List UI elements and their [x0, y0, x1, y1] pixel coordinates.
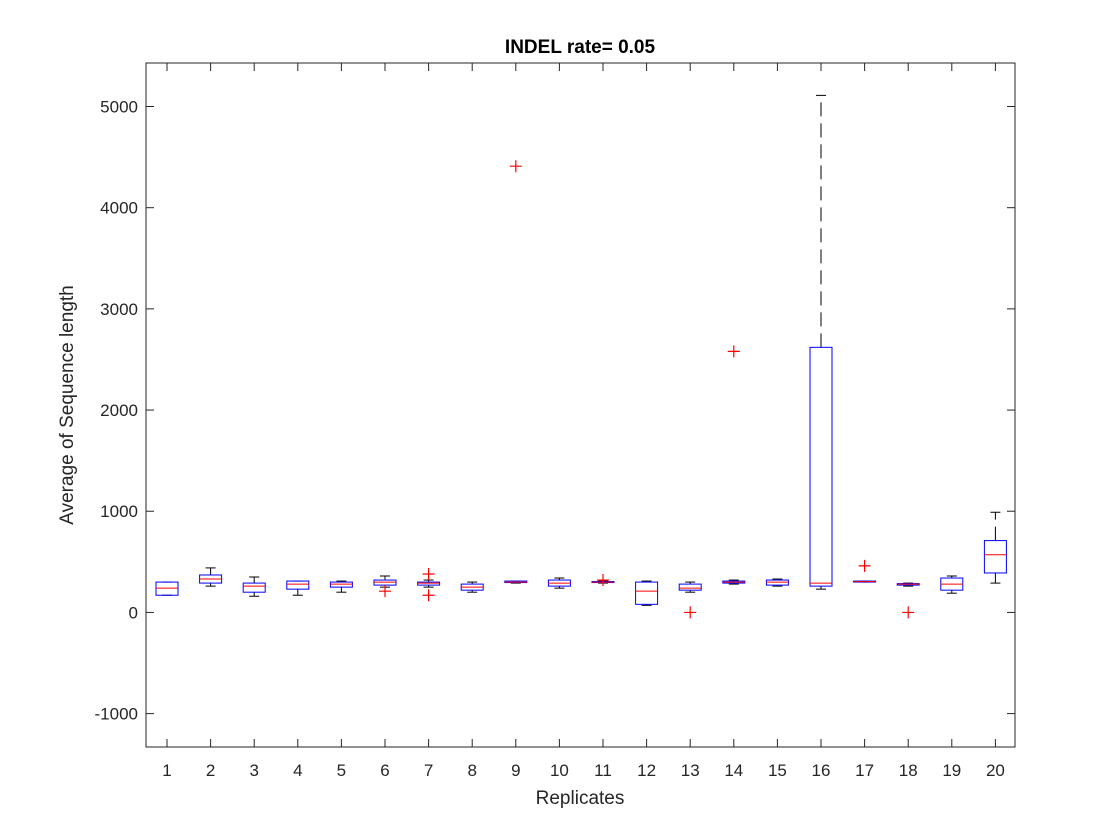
- box-15: [765, 578, 789, 587]
- chart-title: INDEL rate= 0.05: [505, 37, 656, 58]
- outlier-marker: [422, 567, 435, 580]
- box-body: [983, 540, 1007, 574]
- x-tick-label: 6: [380, 761, 389, 780]
- plot-area: [145, 62, 1016, 748]
- x-tick-label: 17: [855, 761, 874, 780]
- box-17: [853, 559, 877, 583]
- box-10: [547, 577, 571, 589]
- x-tick-label: 2: [206, 761, 215, 780]
- box-body: [373, 579, 397, 586]
- box-11: [591, 574, 615, 587]
- box-1: [155, 581, 179, 596]
- box-body: [286, 580, 310, 590]
- box-body: [329, 581, 353, 588]
- box-20: [983, 511, 1007, 584]
- x-tick-label: 15: [768, 761, 787, 780]
- x-tick-label: 14: [724, 761, 743, 780]
- outlier-marker: [727, 345, 740, 358]
- outlier-marker: [597, 574, 609, 587]
- box-18: [896, 582, 920, 619]
- box-7: [417, 567, 441, 602]
- box-body: [809, 346, 833, 587]
- x-tick-label: 4: [293, 761, 302, 780]
- box-13: [678, 581, 702, 619]
- box-body: [417, 581, 441, 586]
- x-tick-label: 1: [162, 761, 171, 780]
- y-tick-label: 5000: [100, 98, 138, 117]
- x-tick-label: 5: [337, 761, 346, 780]
- x-tick-label: 11: [594, 761, 612, 780]
- box-body: [242, 582, 266, 593]
- y-tick-label: 0: [129, 603, 138, 622]
- box-2: [199, 567, 223, 587]
- x-tick-label: 8: [467, 761, 476, 780]
- y-tick-label: 2000: [100, 401, 138, 420]
- box-16: [809, 94, 833, 590]
- x-tick-label: 3: [249, 761, 258, 780]
- y-tick-label: 1000: [100, 502, 138, 521]
- box-5: [329, 580, 353, 593]
- box-6: [373, 575, 397, 598]
- box-4: [286, 580, 310, 596]
- x-tick-label: 9: [511, 761, 520, 780]
- outlier-marker: [379, 585, 391, 598]
- x-tick-label: 20: [986, 761, 1005, 780]
- x-tick-label: 13: [681, 761, 700, 780]
- box-body: [635, 581, 659, 605]
- y-tick-label: 4000: [100, 199, 138, 218]
- box-19: [940, 575, 964, 594]
- outlier-marker: [422, 589, 435, 602]
- box-3: [242, 576, 266, 597]
- y-tick-label: -1000: [95, 705, 138, 724]
- box-body: [155, 581, 179, 596]
- box-14: [722, 345, 746, 585]
- y-tick-label: 3000: [100, 300, 138, 319]
- box-9: [504, 160, 528, 584]
- x-tick-label: 19: [942, 761, 961, 780]
- y-axis-label: Average of Sequence length: [57, 285, 78, 524]
- x-tick-label: 18: [899, 761, 918, 780]
- outlier-marker: [858, 559, 871, 572]
- box-12: [635, 580, 659, 606]
- x-tick-label: 12: [637, 761, 656, 780]
- outlier-marker: [684, 606, 697, 619]
- box-body: [678, 583, 702, 591]
- box-body: [765, 579, 789, 586]
- x-tick-label: 16: [812, 761, 831, 780]
- outlier-marker: [902, 606, 915, 619]
- x-tick-label: 10: [550, 761, 569, 780]
- y-axis-ticks: -1000 0 1000 2000 3000 4000 5000: [95, 98, 1015, 724]
- x-axis-label: Replicates: [536, 788, 625, 809]
- box-8: [460, 581, 484, 593]
- chart-marks: [155, 94, 1007, 619]
- outlier-marker: [509, 160, 522, 173]
- x-tick-label: 7: [424, 761, 433, 780]
- x-axis-ticks: 1 2 3 4 5 6 7 8 9 10 11 12 13 14 15 16 17 18 19 20: [162, 63, 1005, 780]
